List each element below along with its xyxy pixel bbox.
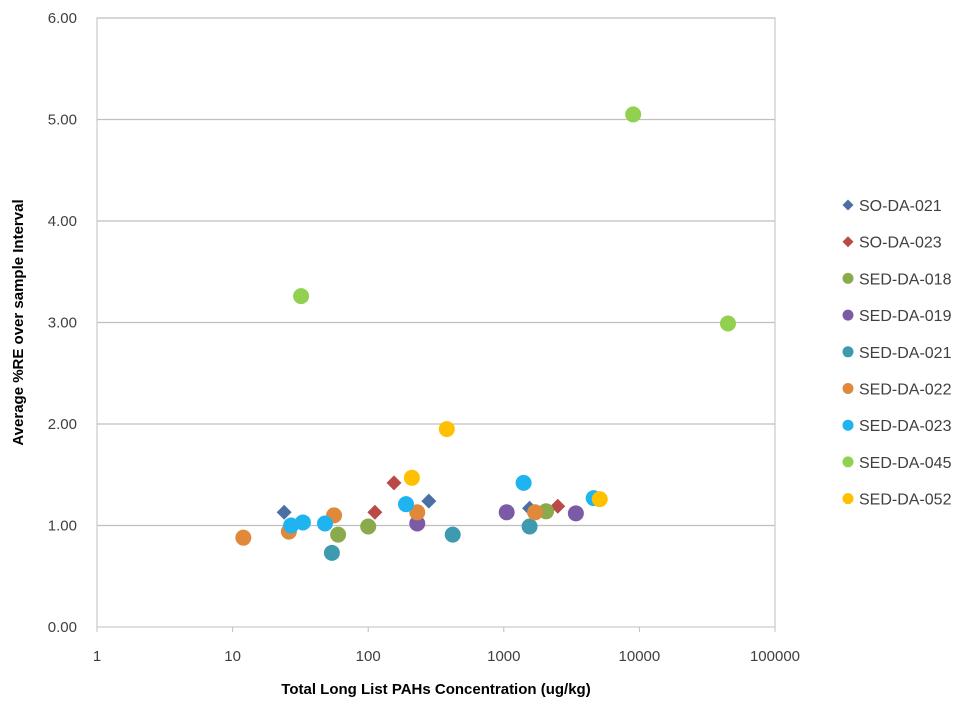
x-axis-ticks: 1 10 100 1000 10000 100000 [93, 627, 800, 665]
data-point [567, 505, 584, 522]
data-point [719, 315, 736, 332]
legend-marker [842, 346, 854, 358]
x-axis-title: Total Long List PAHs Concentration (ug/k… [281, 681, 590, 698]
y-axis-title: Average %RE over sample Interval [10, 199, 27, 445]
y-tick-label: 1.00 [48, 518, 77, 535]
data-point [360, 518, 377, 535]
data-point [444, 526, 461, 543]
data-point [421, 493, 437, 509]
data-point [438, 421, 455, 438]
y-tick-label: 0.00 [48, 619, 77, 636]
legend-marker [842, 383, 854, 394]
legend-label: SO-DA-021 [859, 198, 942, 215]
legend-label: SED-DA-023 [859, 418, 952, 435]
data-point [409, 515, 426, 532]
data-point [293, 288, 310, 305]
legend-label: SED-DA-019 [859, 308, 952, 325]
data-point [386, 475, 402, 491]
data-point [550, 498, 566, 514]
data-point [515, 474, 532, 491]
x-tick-label: 1000 [487, 648, 520, 665]
y-tick-label: 6.00 [48, 10, 77, 27]
legend-label: SED-DA-045 [859, 455, 952, 472]
data-point [323, 544, 340, 561]
legend-marker [842, 309, 854, 321]
data-point [367, 504, 383, 520]
x-tick-label: 10000 [619, 648, 661, 665]
data-point [397, 496, 414, 513]
legend-marker [842, 236, 854, 248]
plot-area [96, 17, 776, 628]
data-point [330, 526, 347, 543]
y-axis-ticks: 0.00 1.00 2.00 3.00 4.00 5.00 6.00 [48, 10, 77, 636]
x-tick-label: 10 [224, 648, 241, 665]
data-point [527, 504, 544, 521]
x-tick-label: 1 [93, 648, 101, 665]
legend-marker [842, 272, 854, 284]
legend-label: SED-DA-052 [859, 492, 952, 509]
data-point [409, 504, 426, 521]
data-point [625, 106, 642, 123]
legend-marker [842, 199, 854, 211]
data-point [498, 504, 515, 521]
y-tick-label: 3.00 [48, 315, 77, 332]
legend-marker [842, 493, 854, 505]
data-point [591, 491, 608, 508]
legend: SO-DA-021 SO-DA-023 SED-DA-018 SED-DA-019 SE… [842, 198, 952, 509]
data-markers [235, 106, 736, 561]
y-tick-label: 4.00 [48, 213, 77, 230]
data-point [403, 469, 420, 486]
legend-label: SO-DA-023 [859, 235, 942, 252]
legend-label: SED-DA-018 [859, 271, 952, 288]
legend-marker [842, 419, 854, 431]
y-tick-label: 2.00 [48, 416, 77, 433]
data-point [294, 514, 311, 531]
x-tick-label: 100000 [750, 648, 800, 665]
data-point [235, 529, 252, 546]
data-point [276, 504, 292, 520]
legend-label: SED-DA-021 [859, 345, 952, 362]
data-point [316, 515, 333, 532]
legend-label: SED-DA-022 [859, 382, 952, 399]
data-point [521, 518, 538, 535]
x-tick-label: 100 [356, 648, 381, 665]
legend-marker [842, 456, 854, 468]
y-tick-label: 5.00 [48, 112, 77, 129]
